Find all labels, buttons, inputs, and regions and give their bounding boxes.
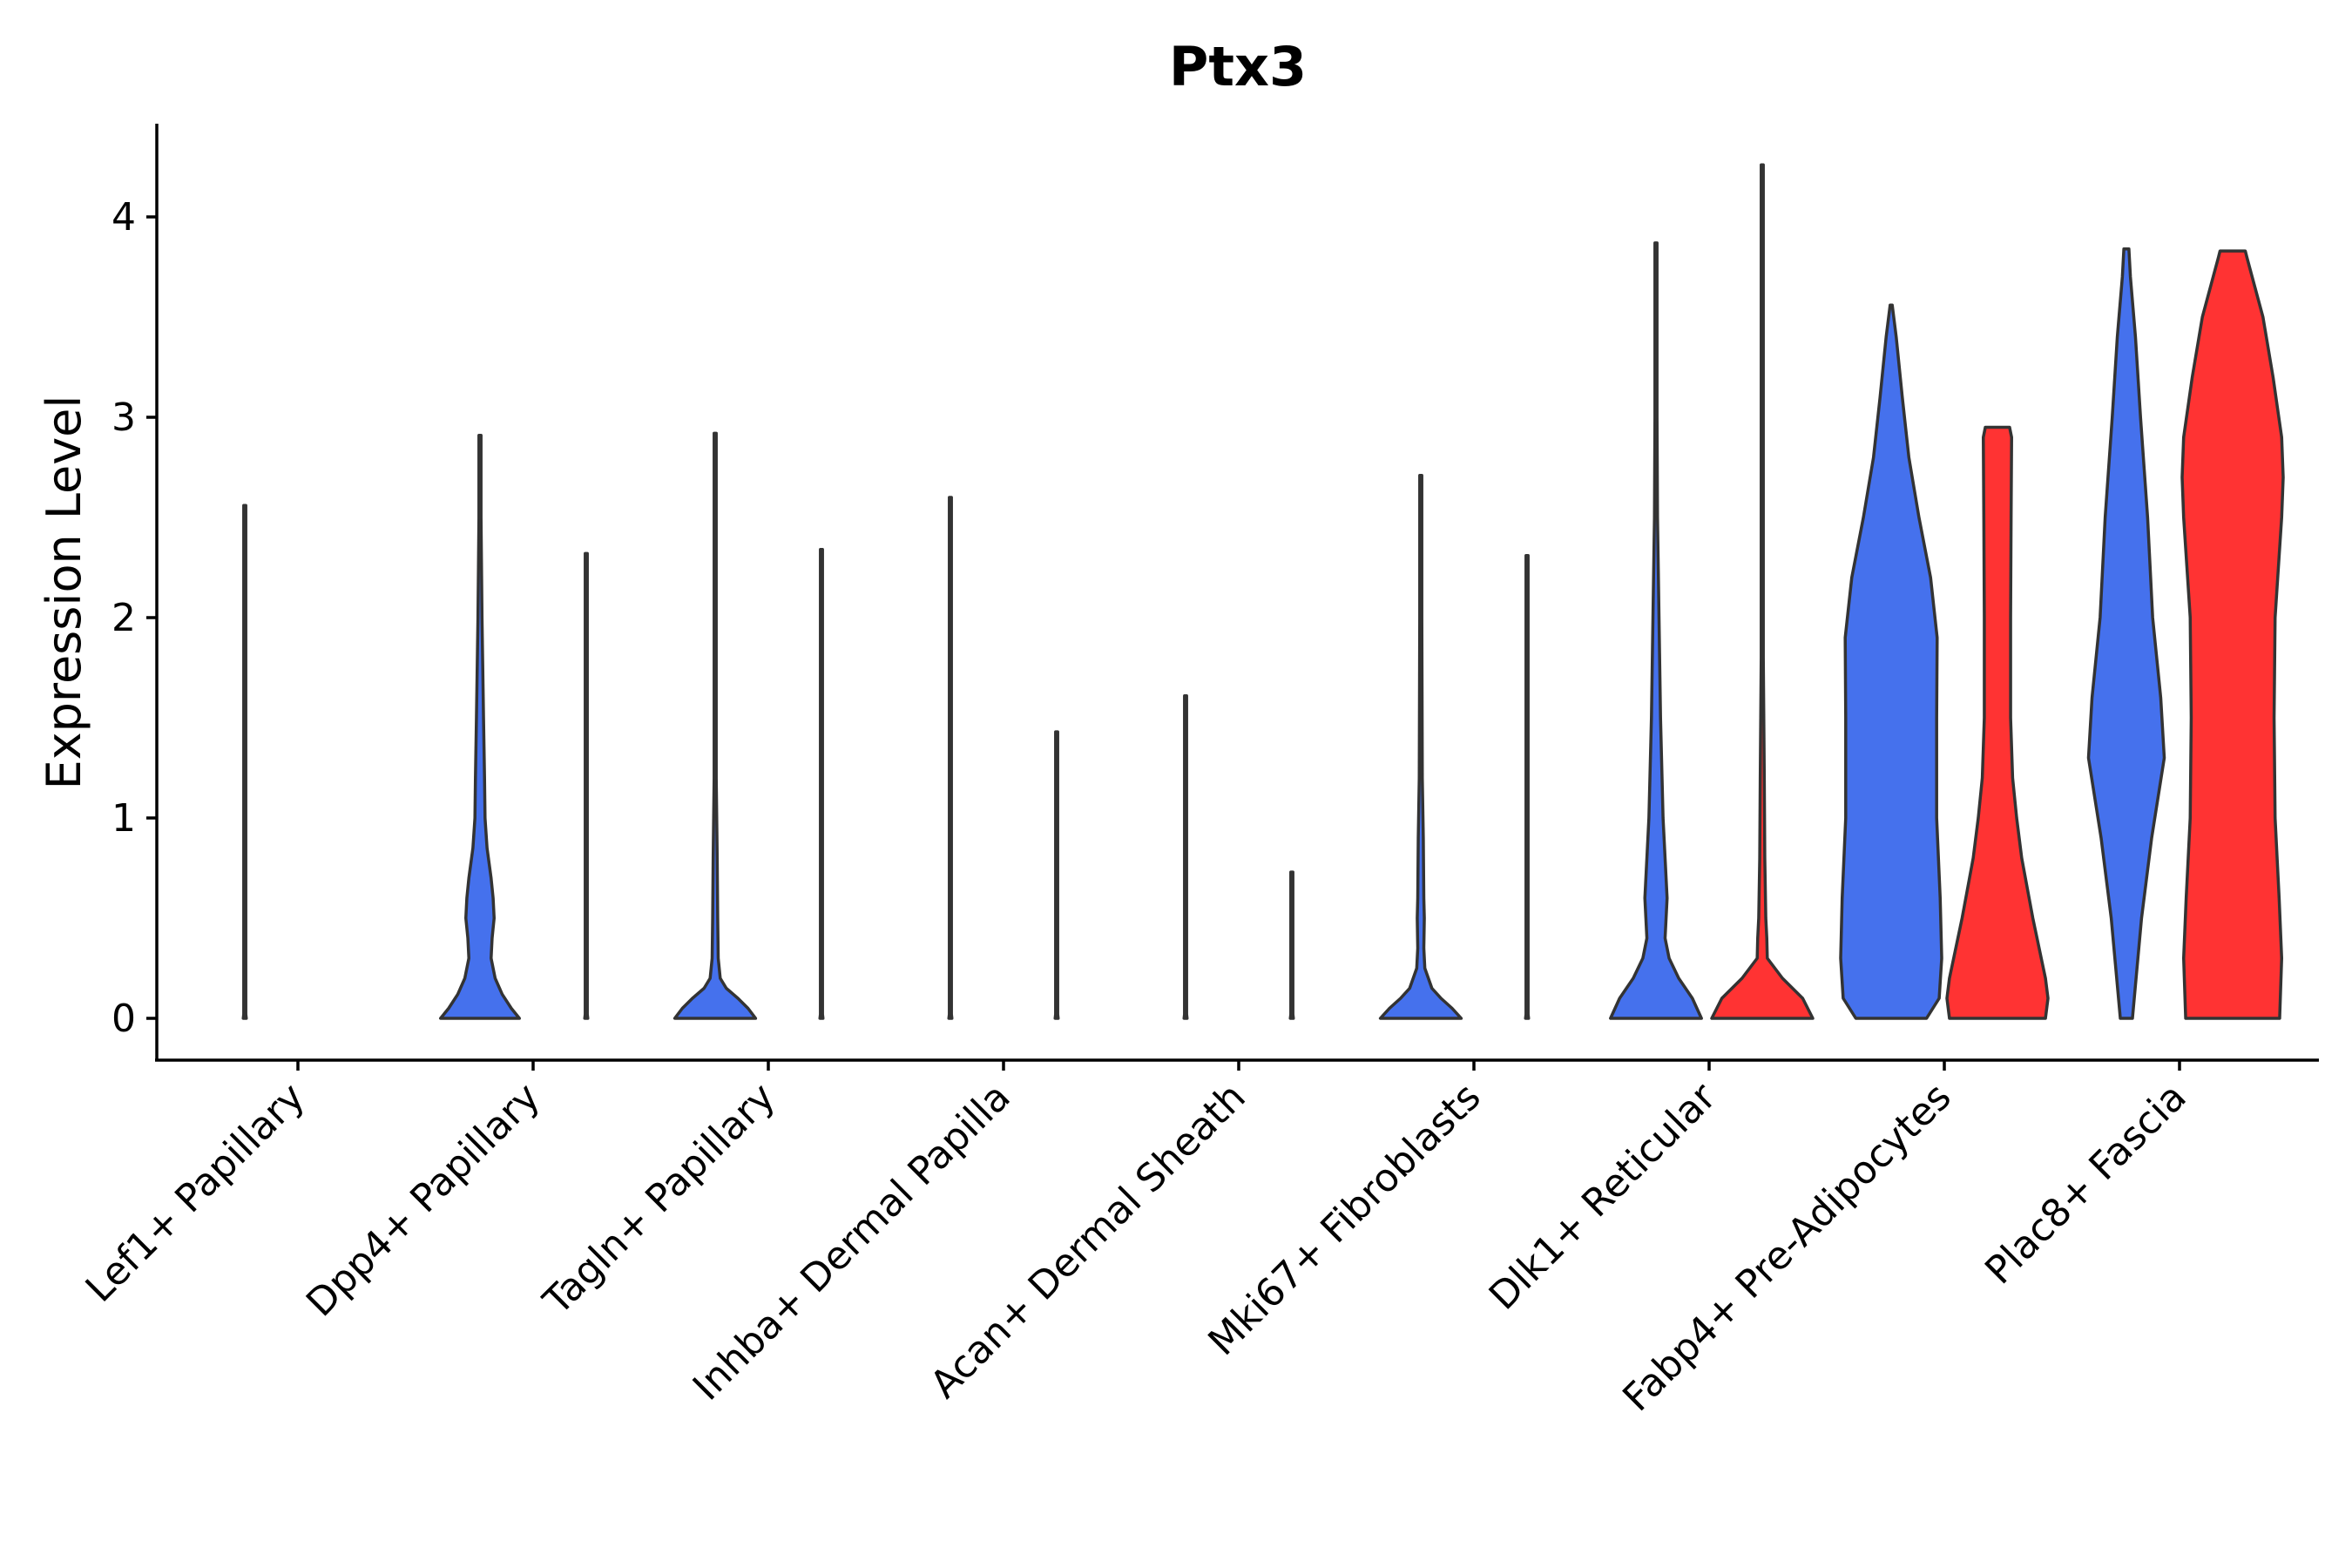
violin-group1-2 bbox=[672, 431, 758, 1020]
violin-group2-5 bbox=[1524, 553, 1531, 1020]
x-tick-label: Dlk1+ Reticular bbox=[1481, 1074, 1726, 1319]
violin-group2-8 bbox=[2180, 249, 2285, 1020]
y-axis-ticks: 0 1 2 3 4 bbox=[112, 195, 157, 1041]
violin-group2-4 bbox=[1288, 870, 1295, 1020]
x-tick-label: Lef1+ Papillary bbox=[78, 1075, 314, 1311]
violin-group1-7 bbox=[1839, 303, 1943, 1020]
violin-group1-0 bbox=[241, 504, 248, 1020]
violin-group2-1 bbox=[583, 551, 590, 1020]
x-tick-label: Plac8+ Fascia bbox=[1977, 1075, 2195, 1294]
violin-group2-7 bbox=[1945, 425, 2050, 1020]
violin-group1-4 bbox=[1182, 693, 1189, 1020]
y-tick-label: 3 bbox=[112, 395, 136, 440]
violin-group1-3 bbox=[947, 496, 954, 1020]
violin-group2-3 bbox=[1053, 730, 1060, 1020]
y-axis-label: Expression Level bbox=[37, 395, 91, 790]
violin-group bbox=[241, 163, 2285, 1020]
y-tick-label: 1 bbox=[112, 796, 136, 841]
violin-group2-6 bbox=[1710, 163, 1815, 1020]
violin-group1-8 bbox=[2086, 247, 2166, 1020]
y-tick-label: 4 bbox=[112, 195, 136, 240]
violin-group1-1 bbox=[439, 433, 521, 1020]
y-tick-label: 2 bbox=[112, 596, 136, 640]
violin-group1-6 bbox=[1609, 241, 1703, 1020]
chart-title: Ptx3 bbox=[1169, 35, 1307, 98]
violin-group2-2 bbox=[818, 548, 825, 1020]
violin-group1-5 bbox=[1378, 473, 1463, 1020]
x-tick-label: Tagln+ Papillary bbox=[535, 1075, 784, 1324]
y-tick-label: 0 bbox=[112, 997, 136, 1041]
x-tick-label: Mki67+ Fibroblasts bbox=[1200, 1075, 1489, 1364]
x-tick-label: Dpp4+ Papillary bbox=[298, 1075, 549, 1326]
